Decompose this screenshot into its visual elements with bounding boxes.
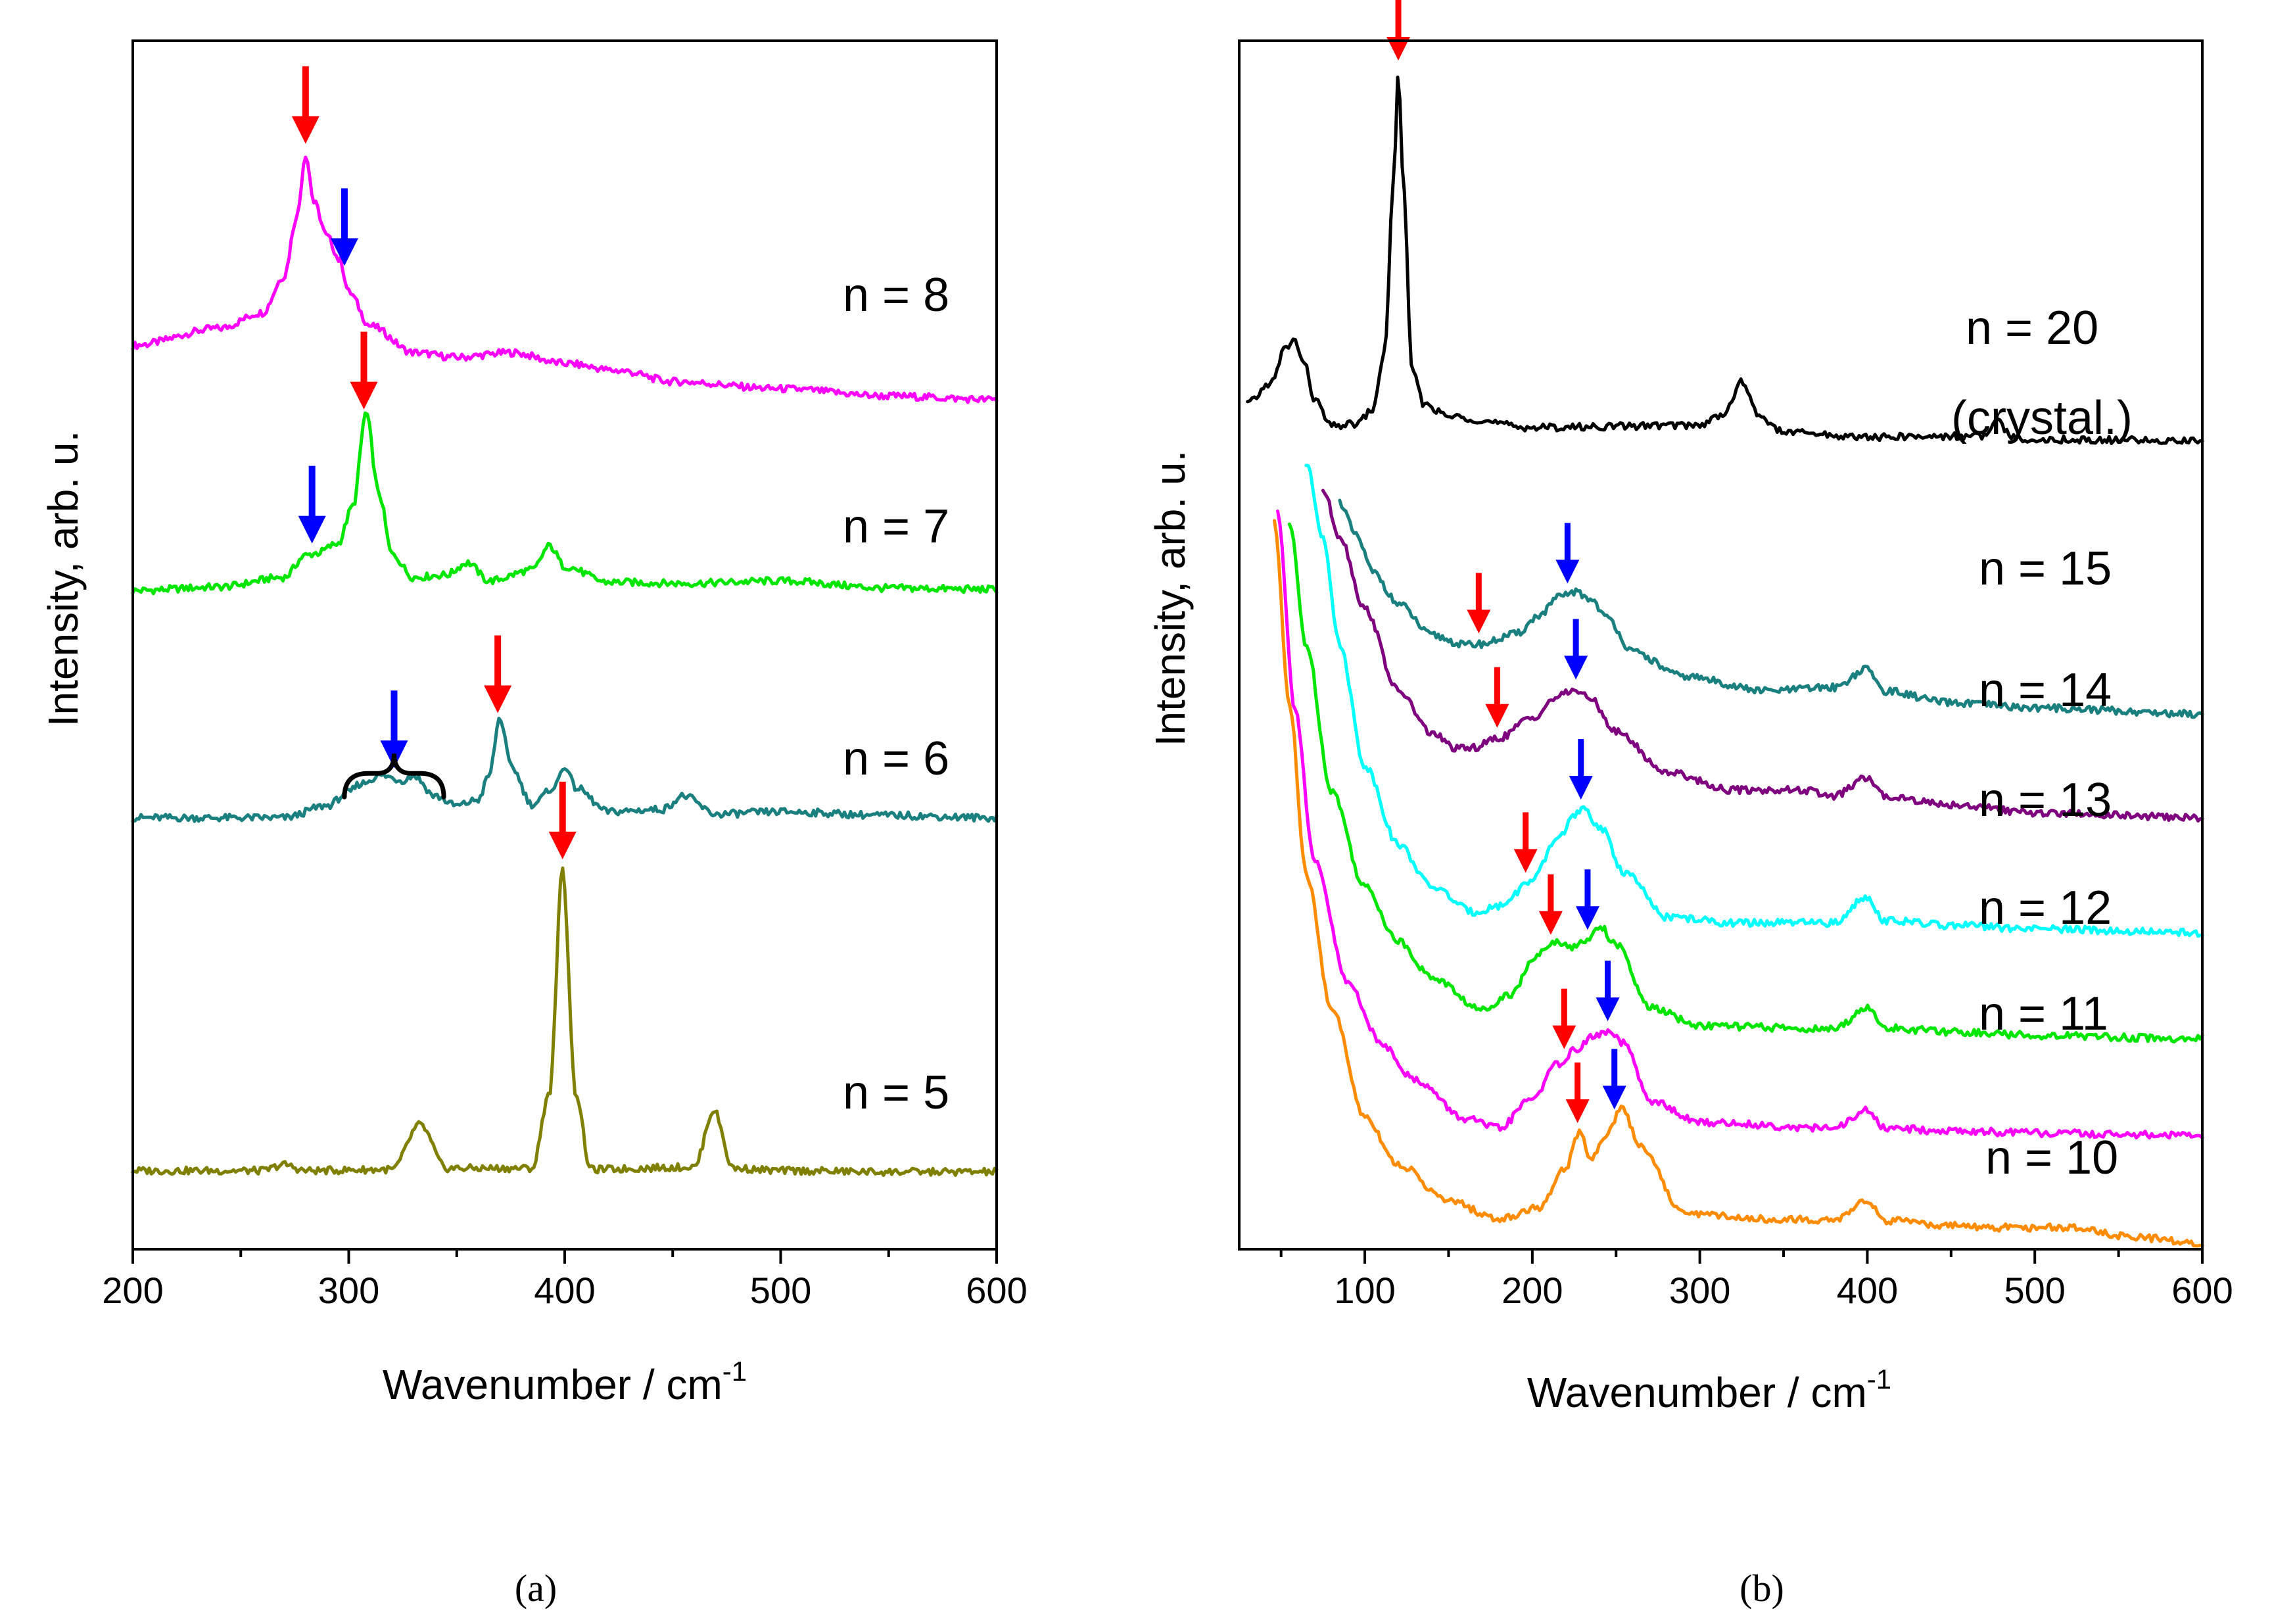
panel-b-label-n13: n = 13	[1979, 774, 2112, 826]
red-arrow-a-n8-280	[291, 66, 320, 144]
panel-b-x-ticks: 100 200 300 400 500 600	[1279, 1249, 2233, 1311]
red-arrow-b-n13-196	[1513, 812, 1538, 873]
panel-b-label-n10: n = 10	[1985, 1132, 2118, 1184]
spectrum-line-a-n7	[131, 411, 999, 596]
blue-arrow-b-n15-221	[1555, 523, 1580, 584]
x-tick-label-600: 600	[966, 1270, 1027, 1311]
panel-a-x-ticks: 200 300 400 500 600	[102, 1249, 1028, 1311]
blue-arrow-b-n14-226	[1564, 619, 1588, 680]
panel-a-x-axis-label: Wavenumber / cm-1	[383, 1356, 747, 1408]
spectrum-line-b-n10	[1273, 519, 2204, 1248]
panel-b-label-n20: n = 20	[1966, 302, 2098, 354]
panel-b: 100 200 300 400 500 600 Wavenumber / cm-1 Int…	[1147, 0, 2233, 1610]
panel-b-label-n12: n = 12	[1979, 882, 2112, 934]
x-tick-label-100: 100	[1334, 1270, 1395, 1311]
panel-b-label-n15: n = 15	[1979, 542, 2112, 595]
panel-a-label-n8: n = 8	[843, 269, 949, 322]
brace-annotation	[342, 753, 446, 800]
spectrum-line-b-n14	[1321, 489, 2204, 823]
x-tick-label-400: 400	[534, 1270, 595, 1311]
panel-b-label-n20-crystal: (crystal.)	[1951, 392, 2133, 444]
red-arrow-a-n5-399	[548, 781, 577, 859]
spectrum-line-b-n12	[1287, 522, 2204, 1044]
panel-b-x-axis-label: Wavenumber / cm-1	[1527, 1364, 1891, 1416]
panel-b-y-axis-label: Intensity, arb. u.	[1147, 450, 1194, 747]
panel-a-label-n6: n = 6	[843, 732, 949, 785]
panel-a-label-n7: n = 7	[843, 500, 949, 553]
panel-a-y-axis-label: Intensity, arb. u.	[39, 431, 87, 727]
blue-arrow-b-n10-249	[1602, 1049, 1626, 1110]
panel-a-caption: (a)	[515, 1567, 557, 1610]
panel-a-series-group	[131, 155, 999, 1177]
panel-b-label-n11: n = 11	[1979, 988, 2108, 1040]
red-arrow-b-n10-227	[1565, 1063, 1590, 1124]
red-arrow-b-n11-219	[1552, 988, 1576, 1049]
red-arrow-b-n15-168	[1467, 573, 1491, 634]
blue-arrow-a-n8-298	[330, 188, 358, 266]
x-tick-label-500: 500	[2004, 1270, 2065, 1311]
red-arrow-b-n12-211	[1538, 874, 1563, 935]
x-tick-label-200: 200	[1502, 1270, 1563, 1311]
red-arrow-b-n14-179	[1485, 667, 1509, 728]
spectrum-line-b-n20	[1246, 75, 2204, 445]
panel-b-series-group	[1246, 75, 2204, 1248]
x-tick-label-600: 600	[2171, 1270, 2233, 1311]
spectrum-line-b-n11	[1276, 510, 2204, 1140]
panel-a-label-n5: n = 5	[843, 1066, 949, 1119]
blue-arrow-b-n13-229	[1569, 739, 1593, 800]
panel-b-label-n14: n = 14	[1979, 664, 2112, 717]
panel-a-annotations	[291, 66, 577, 859]
x-tick-label-300: 300	[1669, 1270, 1730, 1311]
panel-b-annotations	[1386, 0, 1626, 1124]
red-arrow-a-n7-307	[350, 331, 378, 410]
x-tick-label-400: 400	[1837, 1270, 1898, 1311]
panel-b-plot-frame	[1238, 39, 2204, 1251]
spectrum-line-a-n6	[131, 717, 999, 823]
blue-arrow-b-n11-245	[1596, 961, 1620, 1022]
x-tick-label-300: 300	[318, 1270, 379, 1311]
blue-arrow-b-n12-233	[1575, 869, 1599, 930]
red-arrow-b-n20-120	[1386, 0, 1411, 60]
spectrum-line-a-n5	[131, 866, 999, 1177]
x-tick-label-200: 200	[102, 1270, 163, 1311]
spectrum-line-a-n8	[131, 155, 999, 404]
x-tick-label-500: 500	[750, 1270, 811, 1311]
blue-arrow-a-n7-283	[298, 466, 326, 544]
red-arrow-a-n6-369	[484, 635, 512, 713]
panel-a: 200 300 400 500 600 Wavenumber / cm-1 Intens…	[39, 39, 1028, 1610]
panel-b-caption: (b)	[1740, 1567, 1784, 1610]
spectrum-line-b-n15	[1338, 498, 2204, 719]
spectrum-line-b-n13	[1304, 464, 2204, 938]
